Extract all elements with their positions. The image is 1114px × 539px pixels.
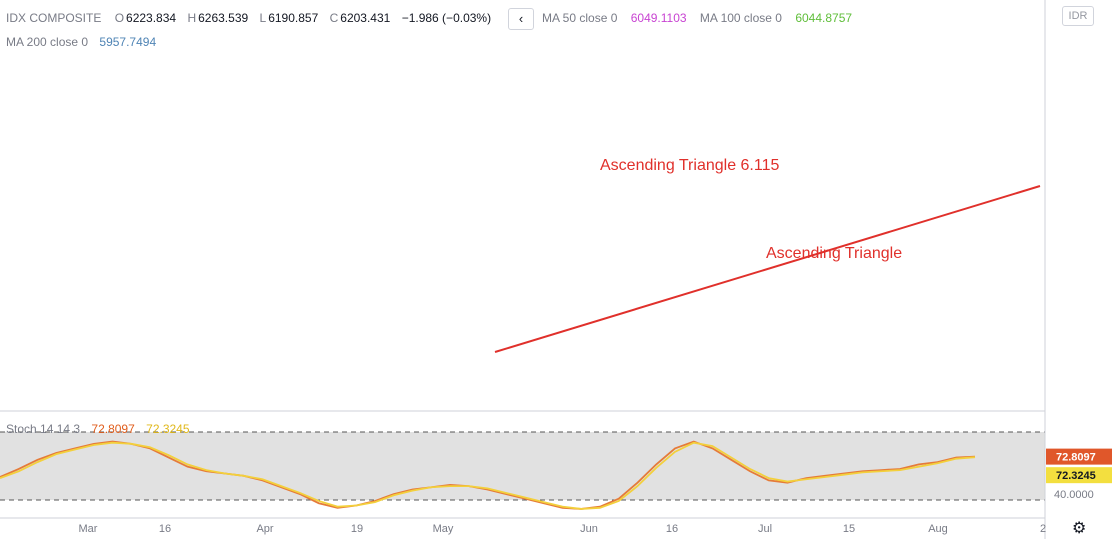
low-label: L [259,11,267,25]
ma200-label[interactable]: MA 200 close 0 [6,35,89,49]
ohlc-legend: IDX COMPOSITE O 6223.834 H 6263.539 L 6190.… [6,10,499,26]
support-trendline [494,185,1041,353]
price-tag-label: 72.3245 [1056,470,1096,482]
ma50-value: 6049.1103 [630,11,687,25]
price-tag-label: 72.8097 [1056,452,1096,464]
stoch-k-line [0,440,976,510]
close-value: 6203.431 [340,11,391,25]
change-value: −1.986 (−0.03%) [401,11,492,25]
time-tick-label: Jul [758,523,772,535]
open-value: 6223.834 [126,11,177,25]
ma100-value: 6044.8757 [795,11,853,25]
time-tick-label: Jun [580,523,598,535]
ma100-label[interactable]: MA 100 close 0 [699,11,782,25]
symbol-name[interactable]: IDX COMPOSITE [6,11,102,25]
time-tick-label: Apr [256,523,273,535]
gear-icon[interactable]: ⚙ [1072,520,1087,537]
time-tick-label: Mar [79,523,98,535]
trendline-label: Ascending Triangle [766,245,902,262]
high-value: 6263.539 [198,11,249,25]
currency-button[interactable]: IDR [1062,6,1094,26]
resistance-label: Ascending Triangle 6.115 [600,157,779,174]
stoch-band-fill [0,432,1045,500]
stoch-d-line [0,441,976,510]
high-label: H [187,11,197,25]
price-tag-bg [1046,467,1112,484]
collapse-legend-button[interactable]: ‹ [508,8,534,30]
currency-label: IDR [1068,10,1088,22]
time-tick-label: 2 [1040,523,1046,535]
chevron-left-icon: ‹ [518,11,524,26]
stoch-d-value: 72.3245 [146,422,190,436]
open-label: O [114,11,125,25]
stoch-label[interactable]: Stoch 14 14 3 [6,422,81,436]
time-tick-label: 15 [843,523,855,535]
time-tick-label: Aug [928,523,948,535]
ma200-value: 5957.7494 [99,35,157,49]
low-value: 6190.857 [268,11,319,25]
close-label: C [329,11,339,25]
time-tick-label: 19 [351,523,363,535]
time-tick-label: May [433,523,454,535]
stoch-legend: Stoch 14 14 3 72.8097 72.3245 [6,421,192,437]
stoch-tick-label: 40.0000 [1054,489,1094,501]
time-tick-label: 16 [159,523,171,535]
ma50-label[interactable]: MA 50 close 0 [542,11,618,25]
ma-legend-row2: MA 200 close 0 5957.7494 [6,34,158,50]
time-tick-label: 16 [666,523,678,535]
stoch-k-value: 72.8097 [91,422,135,436]
ma-legend-row1: MA 50 close 0 6049.1103 MA 100 close 0 6… [542,10,854,26]
price-tag-bg [1046,448,1112,465]
